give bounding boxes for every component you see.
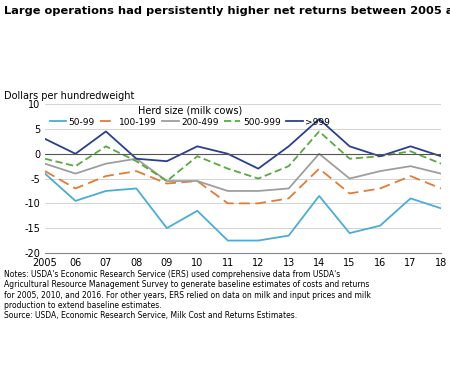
Text: Dollars per hundredweight: Dollars per hundredweight (4, 91, 135, 101)
Text: Notes: USDA's Economic Research Service (ERS) used comprehensive data from USDA': Notes: USDA's Economic Research Service … (4, 270, 371, 320)
Legend: 50-99, 100-199, 200-499, 500-999, >999: 50-99, 100-199, 200-499, 500-999, >999 (50, 106, 330, 126)
Text: Large operations had persistently higher net returns between 2005 and 2018: Large operations had persistently higher… (4, 6, 450, 16)
